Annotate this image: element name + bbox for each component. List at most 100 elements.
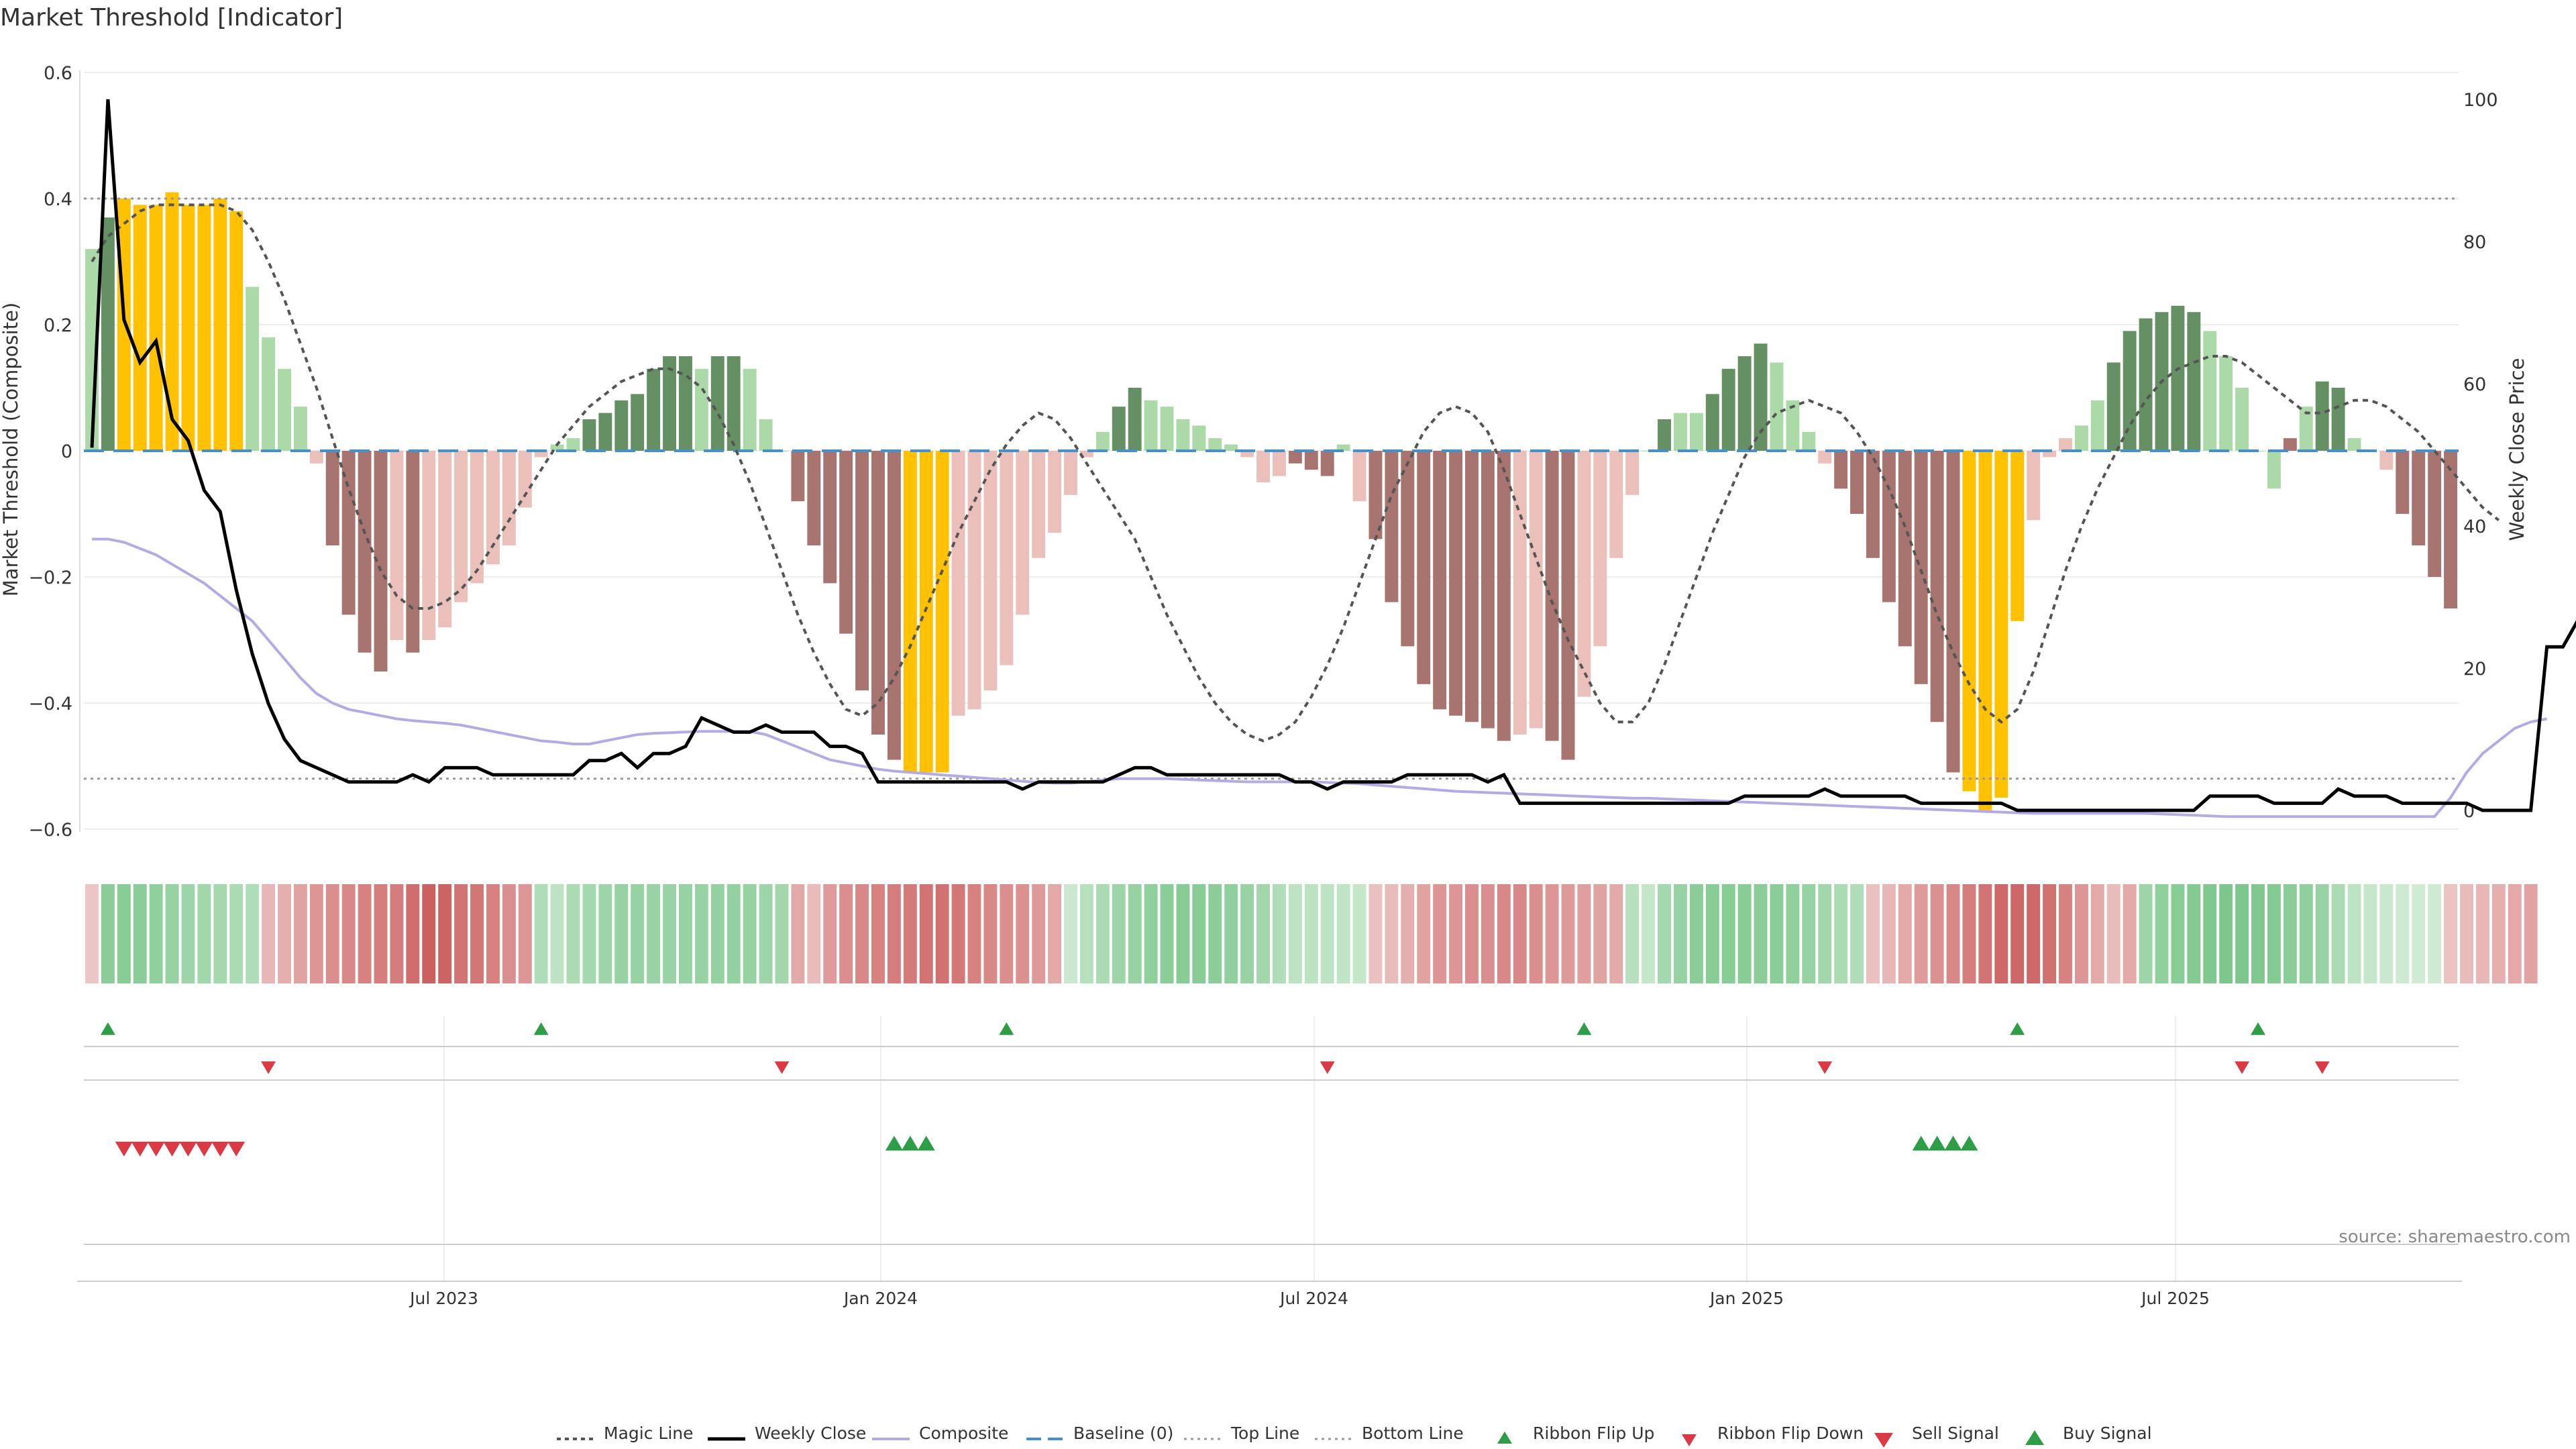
ribbon-cell — [1032, 884, 1046, 983]
threshold-bar — [1658, 419, 1671, 451]
x-tick-label: Jan 2025 — [1709, 1289, 1784, 1308]
threshold-bar — [1689, 413, 1703, 451]
ribbon-cell — [2267, 884, 2281, 983]
sell-signal-marker — [211, 1141, 229, 1157]
threshold-bar — [1112, 407, 1126, 451]
ribbon-cell — [1834, 884, 1848, 983]
sell-signal-marker — [179, 1141, 197, 1157]
threshold-bar — [1064, 451, 1077, 495]
ribbon-cell — [1802, 884, 1816, 983]
ribbon-flip-up-marker — [2251, 1022, 2266, 1035]
threshold-bar — [550, 444, 564, 451]
ribbon-cell — [1962, 884, 1976, 983]
ribbon-cell — [951, 884, 965, 983]
threshold-bar — [1705, 394, 1719, 451]
threshold-bar — [2187, 312, 2201, 451]
threshold-bar — [1176, 419, 1190, 451]
ribbon-cell — [566, 884, 580, 983]
ribbon-cell — [2363, 884, 2377, 983]
threshold-bar — [1288, 451, 1302, 464]
ribbon-cell — [2444, 884, 2457, 983]
threshold-bar — [935, 451, 949, 773]
ribbon-cell — [1529, 884, 1543, 983]
ribbon-cell — [1481, 884, 1495, 983]
ribbon-cell — [935, 884, 949, 983]
ribbon-cell — [647, 884, 661, 983]
ribbon-cell — [1978, 884, 1992, 983]
composite-line — [92, 537, 2547, 818]
y-tick-label: 0.2 — [44, 315, 72, 336]
ribbon-cell — [1577, 884, 1591, 983]
ribbon-cell — [1401, 884, 1415, 983]
ribbon-cell — [2139, 884, 2153, 983]
ribbon-cell — [727, 884, 741, 983]
threshold-bar — [1385, 451, 1399, 602]
legend-label: Ribbon Flip Down — [1717, 1424, 1864, 1443]
ribbon-cell — [1352, 884, 1366, 983]
threshold-bar — [1994, 451, 2008, 798]
threshold-bar — [149, 205, 163, 451]
legend-label: Bottom Line — [1362, 1424, 1464, 1443]
threshold-bar — [791, 451, 805, 502]
ribbon-cell — [229, 884, 244, 983]
ribbon-flip-down-marker — [1817, 1061, 1833, 1074]
threshold-bar — [2299, 407, 2313, 451]
threshold-bar — [1417, 451, 1431, 684]
legend-swatch-marker — [1682, 1434, 1697, 1446]
threshold-bar — [2331, 388, 2345, 451]
threshold-bar — [1577, 451, 1591, 697]
ribbon-cell — [2155, 884, 2169, 983]
ribbon-cell — [1882, 884, 1896, 983]
ribbon-flip-up-marker — [1576, 1022, 1592, 1035]
threshold-bar — [1754, 343, 1768, 451]
ribbon-cell — [2106, 884, 2121, 983]
ribbon-cell — [246, 884, 260, 983]
threshold-bar — [903, 451, 917, 773]
ribbon-cell — [1497, 884, 1511, 983]
ribbon-cell — [1160, 884, 1174, 983]
threshold-bar — [694, 368, 708, 451]
threshold-bar — [341, 451, 356, 615]
threshold-bar — [229, 211, 244, 451]
x-tick-label: Jul 2023 — [409, 1289, 478, 1308]
ribbon-cell — [1561, 884, 1575, 983]
ribbon-cell — [1946, 884, 1960, 983]
ribbon-cell — [1208, 884, 1222, 983]
ribbon-cell — [1112, 884, 1126, 983]
threshold-bar — [470, 451, 484, 584]
ribbon-cell — [149, 884, 163, 983]
threshold-bar — [1433, 451, 1447, 710]
ribbon-cell — [390, 884, 404, 983]
sell-signal-marker — [195, 1141, 213, 1157]
threshold-bar — [1946, 451, 1960, 773]
ribbon-cell — [406, 884, 420, 983]
threshold-bar — [358, 451, 372, 653]
ribbon-cell — [1818, 884, 1832, 983]
ribbon-cell — [197, 884, 211, 983]
threshold-bar — [614, 400, 629, 451]
ribbon-cell — [309, 884, 323, 983]
ribbon-cell — [710, 884, 724, 983]
ribbon-cell — [1079, 884, 1093, 983]
ribbon-cell — [2396, 884, 2410, 983]
threshold-bar — [2444, 451, 2457, 608]
threshold-bar — [598, 413, 612, 451]
threshold-bar — [759, 419, 773, 451]
ribbon-cell — [1048, 884, 1062, 983]
ribbon-cell — [1994, 884, 2008, 983]
ribbon-cell — [1320, 884, 1334, 983]
ribbon-cell — [775, 884, 789, 983]
threshold-bar — [1449, 451, 1463, 716]
threshold-bar — [2396, 451, 2410, 514]
ribbon-cell — [85, 884, 99, 983]
ribbon-cell — [2412, 884, 2426, 983]
threshold-bar — [438, 451, 452, 628]
threshold-bar — [2171, 305, 2185, 451]
threshold-bar — [2315, 381, 2329, 451]
threshold-bar — [727, 356, 741, 451]
ribbon-flip-down-marker — [1320, 1061, 1335, 1074]
ribbon-cell — [262, 884, 276, 983]
threshold-bar — [1625, 451, 1640, 495]
threshold-bar — [278, 368, 291, 451]
